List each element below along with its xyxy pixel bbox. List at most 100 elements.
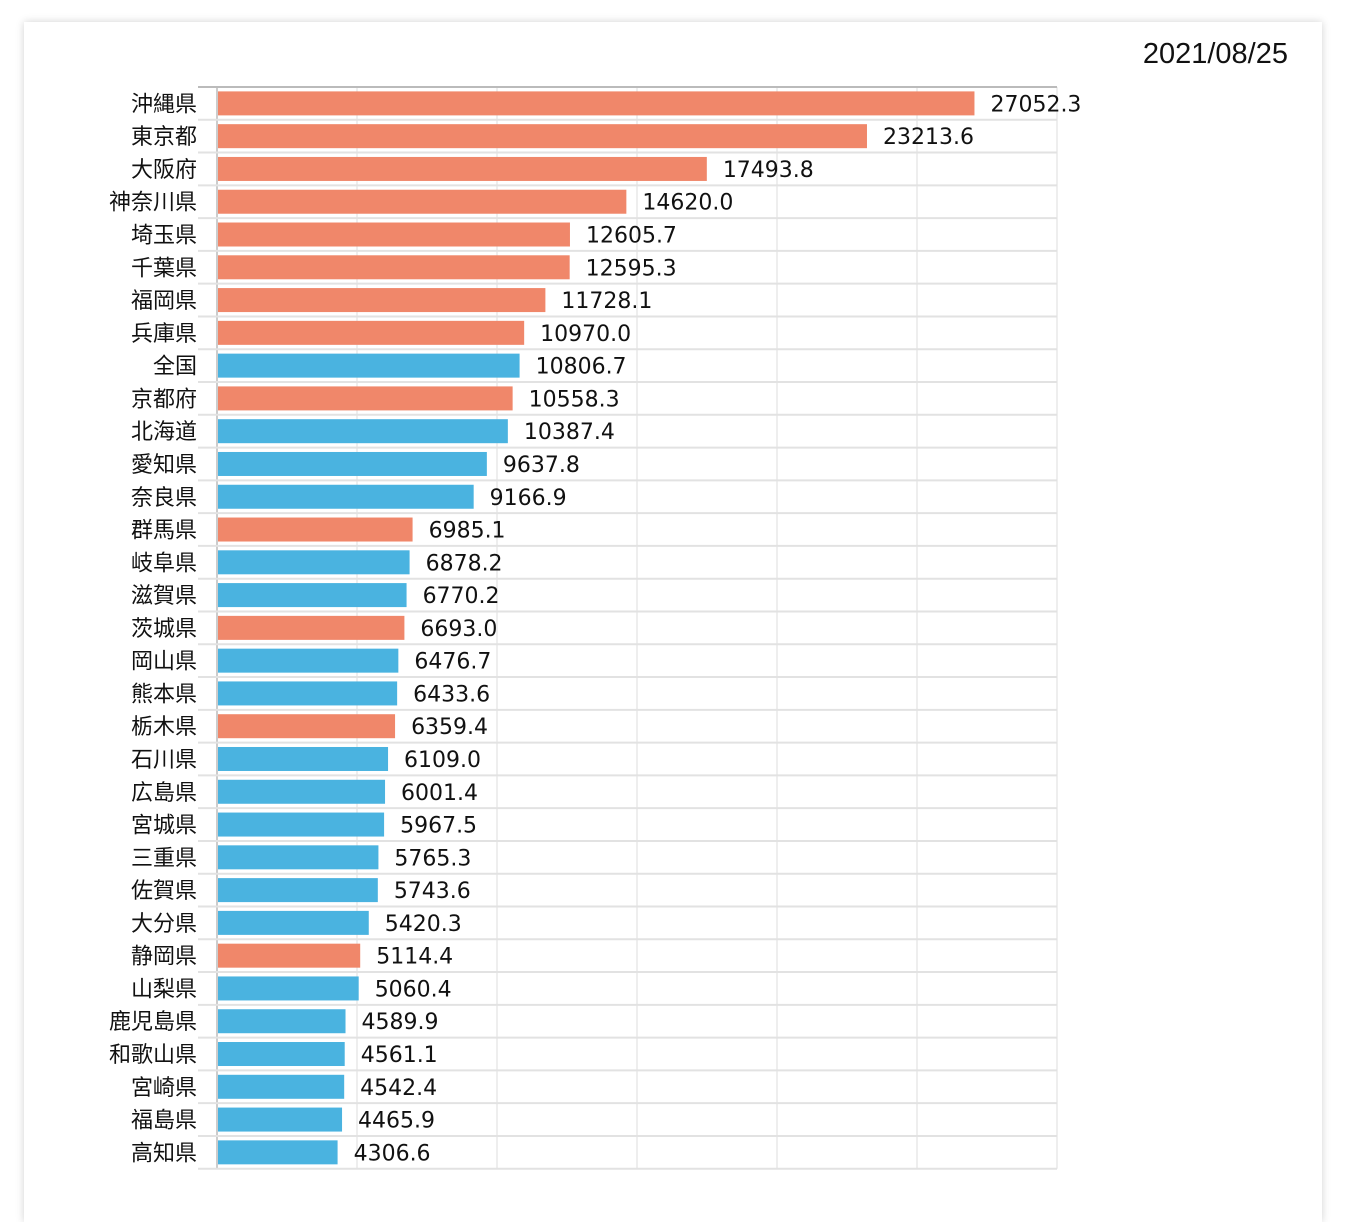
bar bbox=[218, 451, 487, 476]
category-label: 奈良県 bbox=[131, 486, 197, 511]
category-label: 愛知県 bbox=[131, 453, 197, 478]
bar bbox=[218, 943, 361, 968]
category-label: 京都府 bbox=[131, 387, 197, 412]
value-label: 27052.3 bbox=[990, 92, 1081, 117]
bar-chart: 沖縄県 27052.3 東京都 23213.6 大阪府 17493.8 神奈川県 14620.… bbox=[109, 86, 1081, 1170]
bar bbox=[218, 1107, 343, 1132]
value-label: 6985.1 bbox=[429, 519, 506, 544]
value-label: 4589.9 bbox=[362, 1010, 439, 1035]
category-label: 群馬県 bbox=[131, 519, 197, 544]
value-label: 4542.4 bbox=[360, 1076, 437, 1101]
bar bbox=[218, 910, 369, 935]
bar bbox=[218, 779, 386, 804]
bar bbox=[218, 1042, 345, 1067]
category-label: 全国 bbox=[153, 355, 197, 380]
value-label: 4465.9 bbox=[358, 1109, 435, 1134]
category-label: 熊本県 bbox=[131, 682, 197, 707]
bar bbox=[218, 746, 389, 771]
value-label: 12605.7 bbox=[586, 224, 677, 249]
category-label: 東京都 bbox=[131, 125, 197, 150]
value-label: 6878.2 bbox=[426, 551, 503, 576]
value-label: 6109.0 bbox=[404, 748, 481, 773]
bar bbox=[218, 156, 707, 181]
category-label: 茨城県 bbox=[131, 617, 197, 642]
category-label: 和歌山県 bbox=[109, 1043, 197, 1068]
value-label: 6359.4 bbox=[411, 715, 488, 740]
category-label: 鹿児島県 bbox=[109, 1010, 197, 1035]
bar bbox=[218, 255, 570, 280]
value-label: 9637.8 bbox=[503, 453, 580, 478]
bar bbox=[218, 648, 399, 673]
category-label: 神奈川県 bbox=[109, 191, 197, 216]
value-label: 11728.1 bbox=[561, 289, 652, 314]
bar bbox=[218, 583, 407, 608]
category-label: 広島県 bbox=[131, 781, 197, 806]
bar bbox=[218, 189, 627, 214]
bar bbox=[218, 845, 379, 870]
value-label: 5765.3 bbox=[394, 846, 471, 871]
value-label: 6770.2 bbox=[423, 584, 500, 609]
value-label: 10970.0 bbox=[540, 322, 631, 347]
category-label: 北海道 bbox=[131, 420, 197, 445]
category-label: 滋賀県 bbox=[131, 584, 197, 609]
value-label: 5743.6 bbox=[394, 879, 471, 904]
category-label: 岡山県 bbox=[131, 650, 197, 675]
bar bbox=[218, 878, 378, 903]
bar bbox=[218, 124, 867, 149]
date-label: 2021/08/25 bbox=[1142, 38, 1288, 70]
category-label: 高知県 bbox=[131, 1141, 197, 1166]
category-label: 栃木県 bbox=[131, 715, 197, 740]
category-label: 大分県 bbox=[131, 912, 197, 937]
bar bbox=[218, 386, 513, 411]
bar bbox=[218, 222, 570, 247]
category-label: 宮城県 bbox=[131, 814, 197, 839]
category-label: 福島県 bbox=[131, 1109, 197, 1134]
bar bbox=[218, 681, 398, 706]
category-label: 三重県 bbox=[131, 846, 197, 871]
value-label: 9166.9 bbox=[490, 486, 567, 511]
value-label: 5060.4 bbox=[375, 977, 452, 1002]
bar bbox=[218, 1009, 346, 1034]
value-label: 6476.7 bbox=[414, 650, 491, 675]
value-label: 10387.4 bbox=[524, 420, 615, 445]
bar bbox=[218, 484, 474, 509]
bar bbox=[218, 288, 546, 313]
bar bbox=[218, 550, 410, 575]
category-label: 石川県 bbox=[131, 748, 197, 773]
value-label: 4306.6 bbox=[354, 1141, 431, 1166]
bar bbox=[218, 1074, 345, 1099]
value-label: 17493.8 bbox=[723, 158, 814, 183]
value-label: 6001.4 bbox=[401, 781, 478, 806]
value-label: 5967.5 bbox=[400, 814, 477, 839]
category-label: 山梨県 bbox=[131, 977, 197, 1002]
bar bbox=[218, 976, 359, 1001]
value-label: 12595.3 bbox=[586, 256, 677, 281]
bar bbox=[218, 517, 413, 542]
category-label: 佐賀県 bbox=[131, 879, 197, 904]
value-label: 5114.4 bbox=[376, 945, 453, 970]
value-label: 23213.6 bbox=[883, 125, 974, 150]
category-label: 埼玉県 bbox=[131, 224, 197, 249]
bar bbox=[218, 91, 975, 116]
value-label: 10806.7 bbox=[536, 355, 627, 380]
category-label: 宮崎県 bbox=[131, 1076, 197, 1101]
category-label: 大阪府 bbox=[131, 158, 197, 183]
value-label: 6693.0 bbox=[420, 617, 497, 642]
value-label: 5420.3 bbox=[385, 912, 462, 937]
category-label: 福岡県 bbox=[131, 289, 197, 314]
bar bbox=[218, 320, 525, 345]
bar bbox=[218, 615, 405, 640]
bar bbox=[218, 1140, 338, 1165]
bar bbox=[218, 419, 508, 444]
category-label: 千葉県 bbox=[131, 256, 197, 281]
value-label: 4561.1 bbox=[361, 1043, 438, 1068]
value-label: 10558.3 bbox=[529, 387, 620, 412]
category-label: 静岡県 bbox=[131, 945, 197, 970]
value-label: 14620.0 bbox=[642, 191, 733, 216]
bar bbox=[218, 714, 396, 739]
value-label: 6433.6 bbox=[413, 682, 490, 707]
bar bbox=[218, 812, 385, 837]
category-label: 沖縄県 bbox=[131, 92, 197, 117]
bar bbox=[218, 353, 520, 378]
category-label: 岐阜県 bbox=[131, 551, 197, 576]
